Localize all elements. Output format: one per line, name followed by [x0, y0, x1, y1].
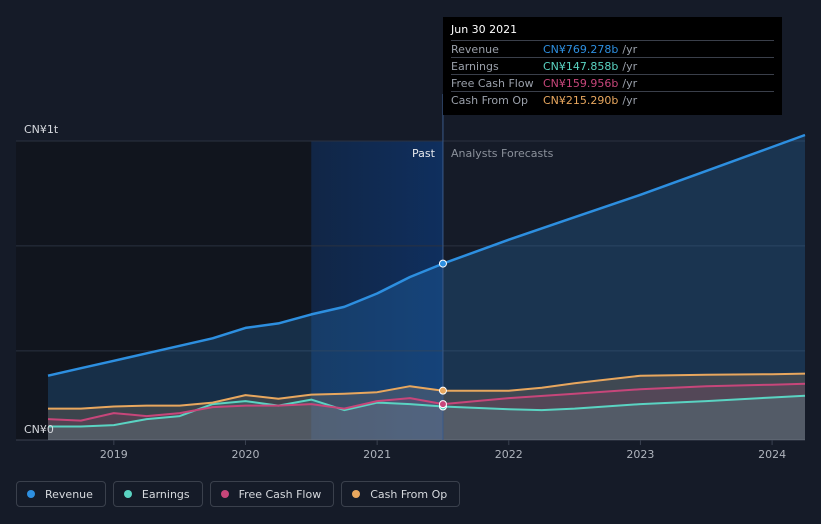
- legend-dot-icon: [123, 490, 132, 498]
- legend-item-earnings[interactable]: Earnings: [112, 481, 203, 507]
- tooltip-unit: /yr: [622, 93, 638, 107]
- y-axis-label-top: CN¥1t: [24, 123, 59, 136]
- past-highlight-region: [311, 141, 443, 440]
- legend-item-free-cash-flow[interactable]: Free Cash Flow: [209, 481, 335, 507]
- legend-label: Revenue: [45, 487, 93, 501]
- tooltip-label: Revenue: [451, 42, 499, 56]
- x-tick-label: 2024: [758, 448, 786, 461]
- forecast-label: Analysts Forecasts: [451, 147, 554, 160]
- legend-label: Earnings: [141, 487, 190, 501]
- legend-item-cash-from-op[interactable]: Cash From Op: [341, 481, 461, 507]
- series-lines: [47, 133, 806, 428]
- free-cash-flow-area: [48, 383, 805, 440]
- legend-label: Free Cash Flow: [238, 487, 322, 501]
- legend-label: Cash From Op: [370, 487, 448, 501]
- tooltip-value: CN¥769.278b: [543, 42, 619, 56]
- past-label: Past: [412, 147, 436, 160]
- tooltip-row-free-cash-flow: Free Cash Flow CN¥159.956b /yr: [451, 74, 774, 91]
- tooltip-date: Jun 30 2021: [451, 23, 518, 36]
- tooltip-unit: /yr: [622, 59, 638, 73]
- cash-from-op-line: [48, 372, 806, 410]
- x-tick-label: 2019: [100, 448, 128, 461]
- tooltip: Jun 30 2021 Revenue CN¥769.278b /yr Earn…: [443, 17, 782, 115]
- tooltip-row-cash-from-op: Cash From Op CN¥215.290b /yr: [451, 91, 774, 108]
- x-tick-label: 2023: [626, 448, 654, 461]
- revenue-line: [47, 133, 806, 377]
- legend-dot-icon: [220, 490, 229, 498]
- tooltip-label: Free Cash Flow: [451, 76, 534, 90]
- earnings-line: [48, 394, 806, 428]
- tooltip-value: CN¥215.290b: [543, 93, 619, 107]
- legend: Revenue Earnings Free Cash Flow Cash Fro…: [16, 481, 461, 507]
- free-cash-flow-line: [47, 382, 806, 422]
- tooltip-row-revenue: Revenue CN¥769.278b /yr: [451, 40, 774, 57]
- x-tick-label: 2021: [363, 448, 391, 461]
- tooltip-label: Cash From Op: [451, 93, 529, 107]
- tooltip-unit: /yr: [622, 76, 638, 90]
- past-shade-dark: [16, 141, 312, 440]
- highlight-markers: [438, 259, 447, 411]
- x-tick-label: 2022: [495, 448, 523, 461]
- legend-dot-icon: [27, 490, 35, 498]
- free-cash-flow-marker: [438, 400, 447, 409]
- tooltip-label: Earnings: [451, 59, 499, 73]
- tooltip-row-earnings: Earnings CN¥147.858b /yr: [451, 57, 774, 74]
- tooltip-value: CN¥159.956b: [543, 76, 619, 90]
- tooltip-value: CN¥147.858b: [543, 59, 619, 73]
- legend-dot-icon: [352, 490, 361, 498]
- series-areas: [48, 135, 805, 440]
- legend-item-revenue[interactable]: Revenue: [16, 481, 106, 507]
- cash-from-op-marker: [438, 386, 447, 395]
- revenue-marker: [438, 259, 447, 268]
- x-tick-label: 2020: [231, 448, 259, 461]
- revenue-area: [48, 135, 805, 440]
- tooltip-unit: /yr: [622, 42, 638, 56]
- x-axis-ticks: 2019 2020 2021 2022 2023 2024: [100, 440, 786, 461]
- gridlines: [16, 140, 805, 441]
- y-axis-label-bottom: CN¥0: [24, 423, 54, 436]
